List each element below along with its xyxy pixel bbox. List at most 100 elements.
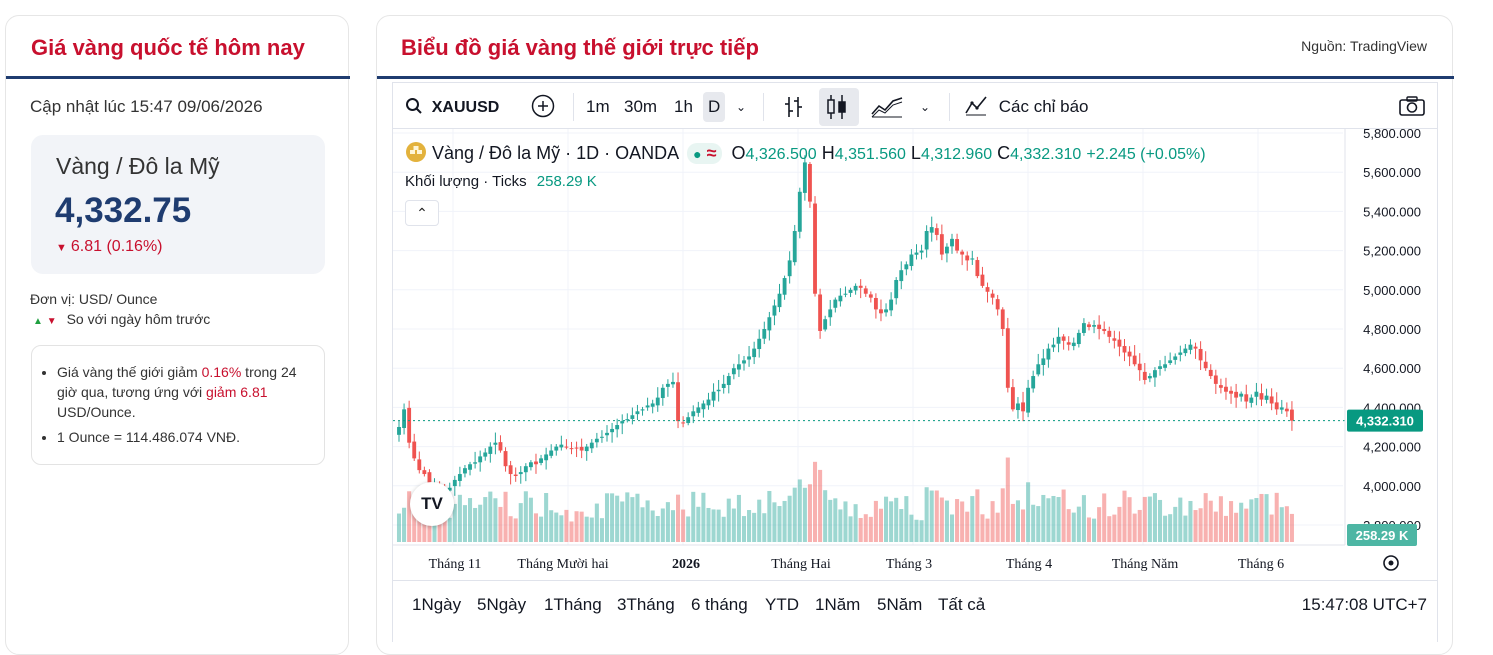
- volume-bar: [518, 503, 523, 542]
- volume-bar: [594, 503, 599, 542]
- volume-bar: [767, 490, 772, 542]
- compare-add-button[interactable]: [531, 94, 555, 124]
- interval-d[interactable]: D: [703, 92, 726, 122]
- candle-body: [889, 299, 894, 311]
- bar-type-button[interactable]: [783, 95, 805, 125]
- volume-bar: [1132, 513, 1137, 542]
- volume-bar: [1274, 492, 1279, 542]
- candle-body: [1218, 385, 1223, 388]
- candle-body: [1081, 323, 1086, 333]
- candle-body: [549, 450, 554, 456]
- volume-bar: [1092, 518, 1097, 542]
- candle-body: [863, 288, 868, 294]
- volume-label: Khối lượng · Ticks: [405, 173, 527, 190]
- volume-bar: [939, 497, 944, 542]
- range-1y[interactable]: 1Năm: [815, 595, 861, 614]
- candle-body: [1087, 324, 1091, 328]
- volume-bar: [787, 495, 792, 542]
- range-6m[interactable]: 6 tháng: [691, 595, 748, 614]
- volume-bar: [589, 517, 594, 542]
- range-1d[interactable]: 1Ngày: [412, 595, 462, 614]
- candle-body: [752, 348, 757, 358]
- volume-bar: [402, 507, 407, 542]
- volume-bar: [1168, 514, 1173, 542]
- x-tick-label: Tháng 6: [1238, 557, 1284, 572]
- candle-body: [589, 442, 594, 449]
- y-tick-label: 5,200.000: [1363, 244, 1421, 259]
- candle-body: [665, 383, 670, 387]
- volume-bar: [716, 509, 721, 542]
- candle-body: [681, 422, 686, 424]
- volume-bar: [924, 487, 929, 542]
- volume-bar: [584, 516, 589, 542]
- approx-icon: ≈: [706, 143, 717, 163]
- candle-body: [513, 474, 518, 476]
- range-ytd[interactable]: YTD: [765, 595, 799, 614]
- volume-bar: [828, 499, 833, 542]
- volume-bar: [1026, 482, 1031, 542]
- bars-icon: [785, 97, 802, 117]
- candle-body: [671, 381, 675, 385]
- candle-body: [919, 250, 924, 253]
- volume-bar: [447, 517, 452, 542]
- chevron-up-icon: ⌃: [416, 205, 428, 221]
- interval-30m[interactable]: 30m: [624, 97, 658, 116]
- symbol-search[interactable]: XAUUSD: [405, 92, 499, 122]
- close-value: 4,332.310: [1010, 146, 1082, 163]
- candle-body: [736, 364, 741, 370]
- range-5y[interactable]: 5Năm: [877, 595, 923, 614]
- candle-body: [1137, 363, 1142, 371]
- candle-body: [716, 389, 721, 392]
- candle-body: [523, 466, 528, 473]
- candlestick-chart[interactable]: 5,800.000 5,600.000 5,400.000 5,200.000 5,00…: [393, 129, 1437, 580]
- volume-bar: [736, 494, 741, 542]
- candle-body: [1249, 397, 1254, 403]
- y-tick-label: 4,600.000: [1363, 361, 1421, 376]
- volume-legend: Khối lượng · Ticks 258.29 K: [405, 173, 597, 190]
- candles-button[interactable]: [819, 88, 859, 126]
- y-tick-label: 5,800.000: [1363, 129, 1421, 141]
- volume-bar: [1254, 498, 1259, 542]
- candle-body: [711, 391, 716, 401]
- candle-body: [843, 293, 848, 295]
- range-1m[interactable]: 1Tháng: [544, 595, 602, 614]
- volume-bar: [1122, 490, 1127, 542]
- chart-card-title: Biểu đồ giá vàng thế giới trực tiếp: [401, 35, 759, 60]
- range-3m[interactable]: 3Tháng: [617, 595, 675, 614]
- interval-1h[interactable]: 1h: [674, 97, 693, 116]
- candle-body: [868, 294, 873, 298]
- chart-style-button[interactable]: [871, 96, 903, 126]
- candle-body: [762, 329, 767, 339]
- tradingview-logo[interactable]: TV: [410, 482, 454, 526]
- volume-bar: [1239, 502, 1244, 542]
- candle-body: [899, 270, 904, 282]
- snapshot-button[interactable]: [1398, 95, 1426, 125]
- last-price-badge: [1347, 409, 1423, 432]
- volume-bar: [843, 501, 848, 542]
- candle-body: [802, 162, 807, 193]
- chart-clock[interactable]: 15:47:08 UTC+7: [1301, 595, 1427, 614]
- volume-bar: [777, 506, 782, 542]
- volume-bar: [686, 516, 691, 542]
- volume-bar: [523, 491, 528, 542]
- toolbar-divider: [763, 93, 764, 121]
- volume-bar: [473, 507, 478, 542]
- volume-bar: [1188, 500, 1193, 542]
- chevron-down-icon[interactable]: ⌄: [736, 100, 747, 114]
- collapse-legend-button[interactable]: ⌃: [405, 200, 439, 226]
- settings-gear-icon[interactable]: [1383, 555, 1399, 571]
- volume-bar: [1152, 493, 1157, 542]
- volume-bar: [640, 507, 645, 542]
- range-5d[interactable]: 5Ngày: [477, 595, 527, 614]
- candle-body: [1158, 366, 1162, 369]
- indicators-button[interactable]: Các chỉ báo: [964, 92, 1089, 122]
- candle-body: [909, 254, 914, 267]
- chevron-down-icon[interactable]: ⌄: [920, 100, 931, 114]
- candle-body: [828, 309, 833, 318]
- volume-bar: [1208, 500, 1213, 542]
- candle-body: [1046, 348, 1051, 360]
- interval-1m[interactable]: 1m: [586, 97, 610, 116]
- candle-body: [1168, 360, 1173, 364]
- range-all[interactable]: Tất cả: [938, 595, 986, 614]
- volume-bar: [452, 503, 457, 542]
